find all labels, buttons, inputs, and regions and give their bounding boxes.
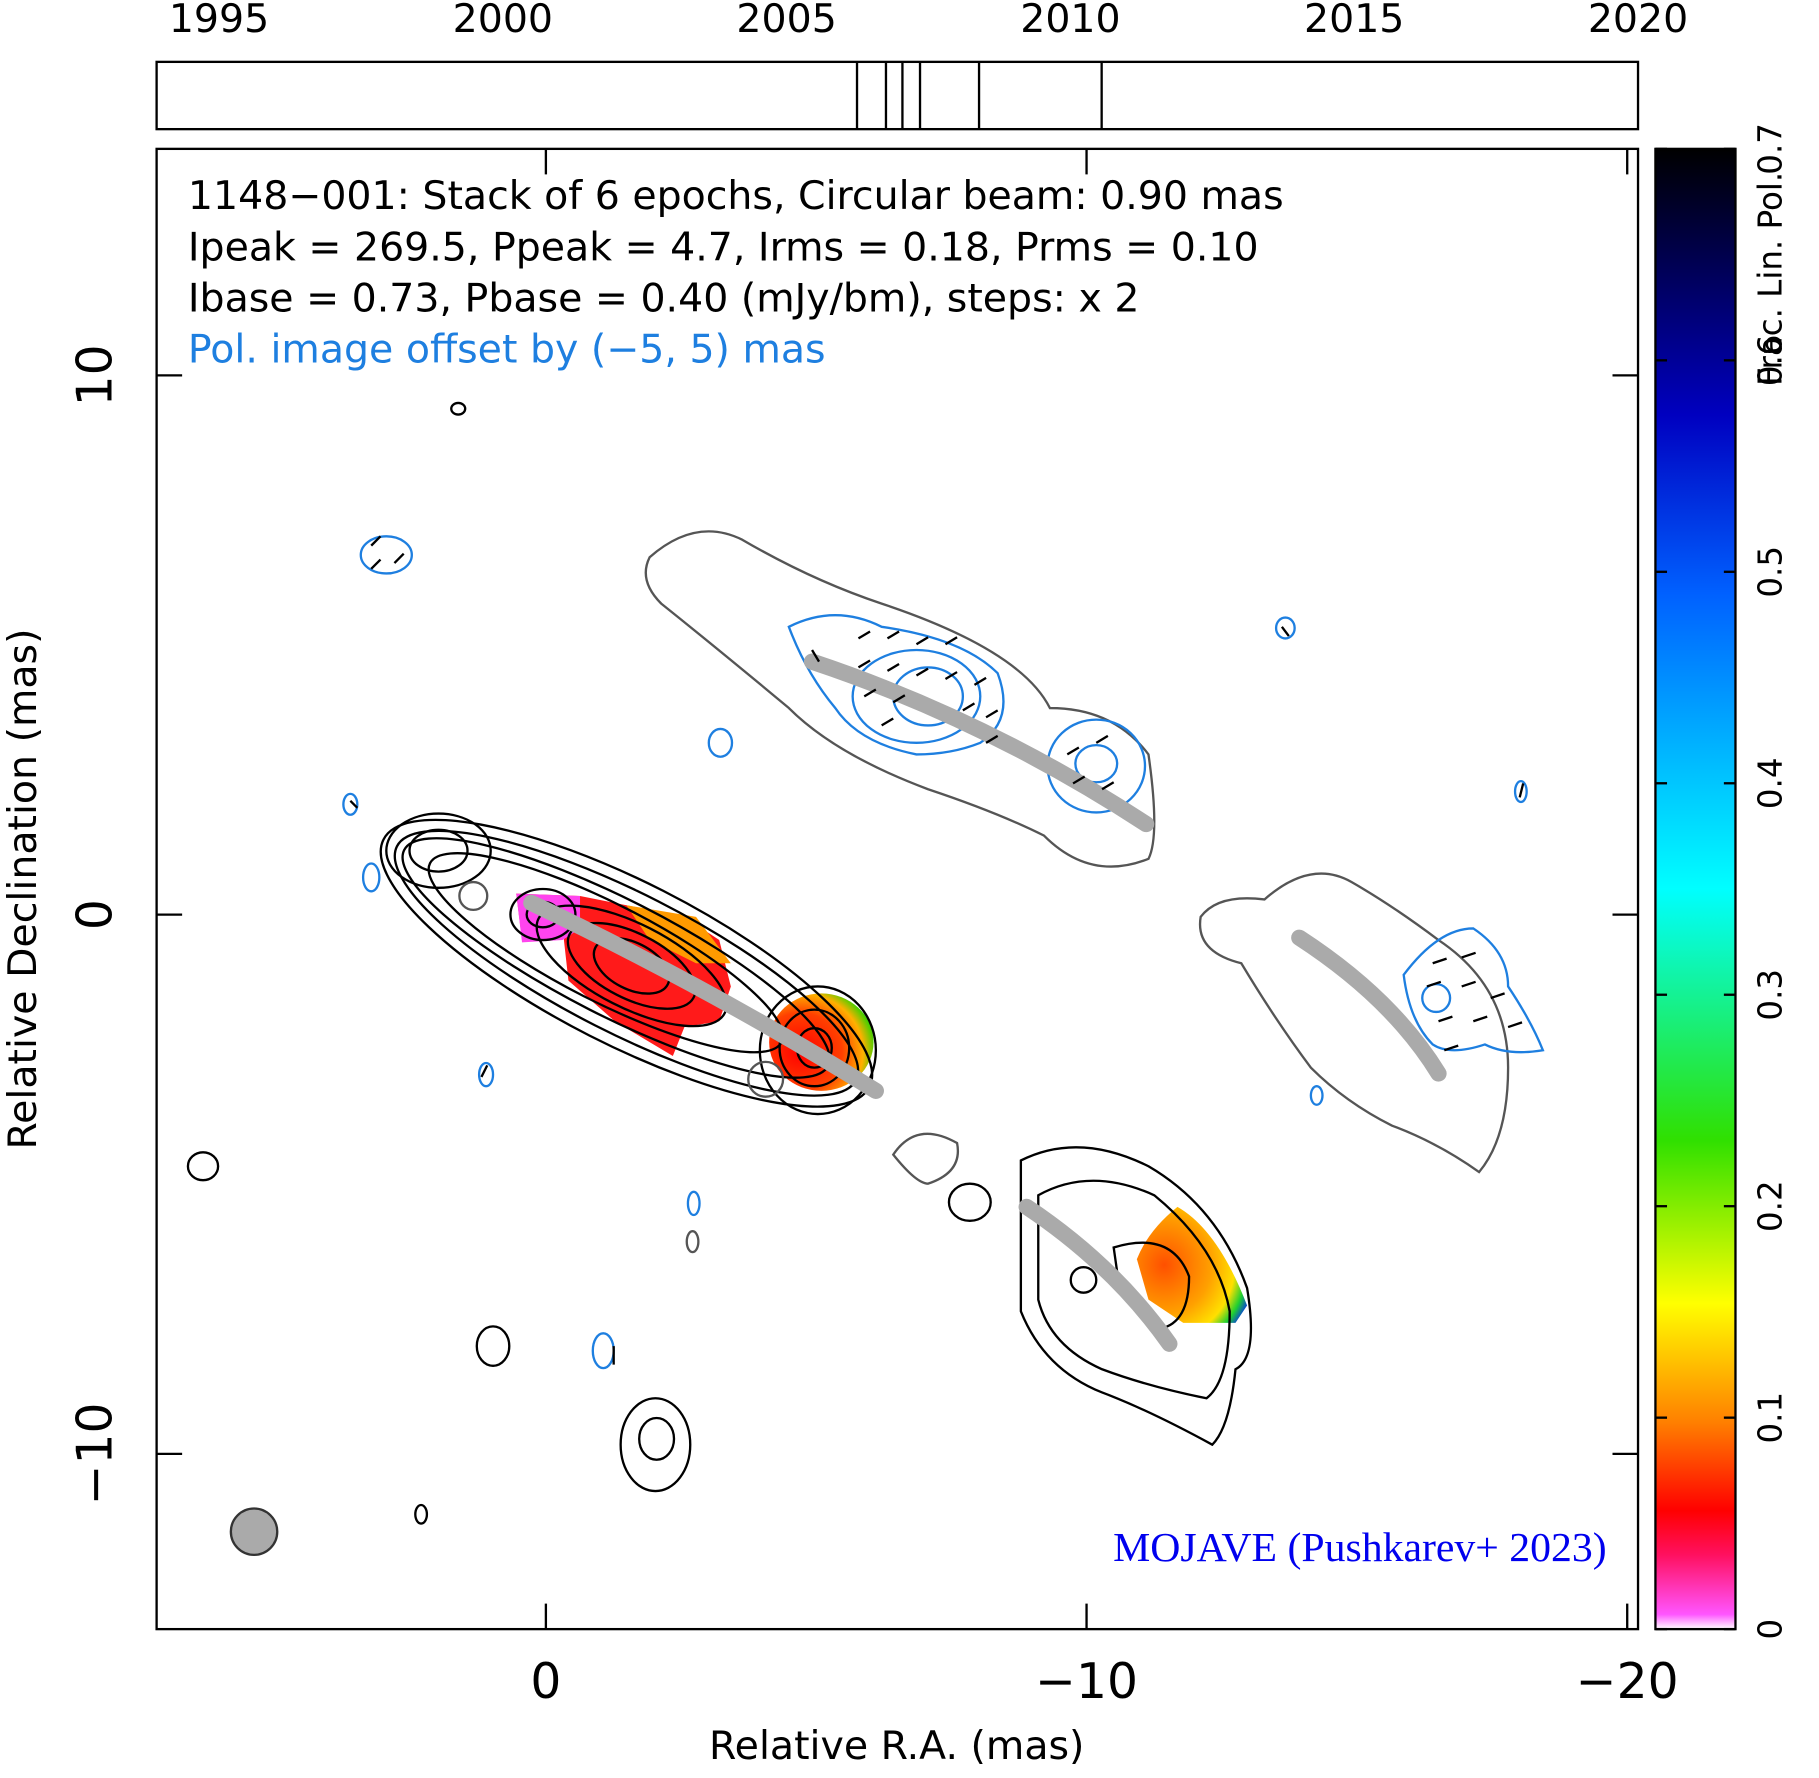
colorbar-tick-label: 0.6	[1752, 335, 1790, 387]
timeline-tick-label: 2020	[1588, 0, 1688, 42]
annotation: Pol. image offset by (−5, 5) mas	[188, 326, 826, 372]
pol-contour	[1513, 779, 1528, 804]
contour	[592, 937, 671, 995]
pol-region	[626, 905, 731, 964]
pol-contour	[591, 1332, 615, 1370]
x-axis-label: Relative R.A. (mas)	[709, 1723, 1084, 1769]
contour	[475, 1325, 511, 1367]
timeline-tick-label: 2005	[736, 0, 836, 42]
x-tick-label: 0	[530, 1654, 561, 1710]
ridge-line	[1018, 1198, 1178, 1352]
contour	[644, 530, 1156, 868]
contour	[414, 1503, 429, 1525]
contour	[450, 401, 467, 416]
contour	[747, 1060, 785, 1098]
contour	[509, 887, 577, 942]
timeline-tick-label: 2000	[453, 0, 553, 42]
contour	[778, 1008, 851, 1088]
colorbar-tick-label: 0.4	[1752, 757, 1790, 809]
contour	[566, 921, 697, 1010]
colorbar-tick-label: 0.7	[1752, 123, 1790, 175]
timeline-frame	[155, 60, 1640, 131]
contour	[1019, 1146, 1253, 1447]
evpa-ticks	[349, 535, 1525, 1365]
colorbar-tick-label: 0.1	[1752, 1392, 1790, 1444]
timeline-tick-label: 2015	[1304, 0, 1404, 42]
contour	[758, 985, 878, 1116]
contour	[891, 1132, 960, 1185]
timeline-tick-label: 1995	[169, 0, 269, 42]
annotation: 1148−001: Stack of 6 epochs, Circular be…	[188, 173, 1284, 219]
pol-contour	[361, 862, 381, 893]
pol-contour	[342, 792, 359, 816]
contour	[535, 904, 728, 1028]
timeline-tick-label: 2010	[1020, 0, 1120, 42]
contour	[638, 1416, 676, 1461]
contour	[458, 880, 489, 912]
colorbar-tick-label: 0.3	[1752, 969, 1790, 1021]
contour	[408, 828, 469, 873]
beam	[229, 1507, 279, 1557]
pol-contour	[1074, 743, 1119, 784]
pol-contour	[1421, 982, 1452, 1014]
plot-frame	[155, 147, 1640, 1631]
ridge-line	[803, 653, 1155, 833]
ridge-line	[523, 894, 884, 1099]
y-axis-label: Relative Declination (mas)	[0, 629, 46, 1150]
pol-contour	[1402, 927, 1545, 1054]
pol-contour	[851, 648, 982, 744]
colorbar-tick-label: 0	[1752, 1619, 1790, 1640]
x-tick-label: −20	[1576, 1654, 1679, 1710]
contour	[385, 812, 492, 890]
y-tick-label: 10	[68, 344, 124, 406]
contour	[186, 1151, 220, 1182]
contour	[1037, 1179, 1231, 1400]
colorbar	[1654, 147, 1737, 1631]
contour	[685, 1230, 700, 1254]
annotation: Ibase = 0.73, Pbase = 0.40 (mJy/bm), ste…	[188, 275, 1140, 321]
contour	[1198, 872, 1510, 1174]
pol-contour	[477, 1061, 495, 1088]
pol-contour	[359, 535, 413, 575]
pol-contour	[707, 727, 734, 758]
contour	[1069, 1266, 1098, 1294]
map-layer	[186, 401, 1545, 1557]
contour	[619, 1397, 692, 1493]
colorbar-tick-label: 0.2	[1752, 1180, 1790, 1232]
credit: MOJAVE (Pushkarev+ 2023)	[1113, 1525, 1607, 1571]
x-tick-label: −10	[1035, 1654, 1138, 1710]
ridge-line	[1291, 929, 1447, 1082]
pol-contour	[1274, 616, 1296, 640]
colorbar-tick-label: 0.5	[1752, 546, 1790, 598]
pol-region	[1136, 1206, 1248, 1323]
y-tick-label: 0	[68, 899, 124, 930]
colorbar-label: Frac. Lin. Pol.	[1752, 172, 1790, 386]
pol-contour	[686, 1190, 701, 1217]
annotation: Ipeak = 269.5, Ppeak = 4.7, Irms = 0.18,…	[188, 224, 1259, 270]
y-tick-label: −10	[68, 1402, 124, 1505]
pol-contour	[1309, 1085, 1324, 1106]
contour	[947, 1182, 992, 1222]
